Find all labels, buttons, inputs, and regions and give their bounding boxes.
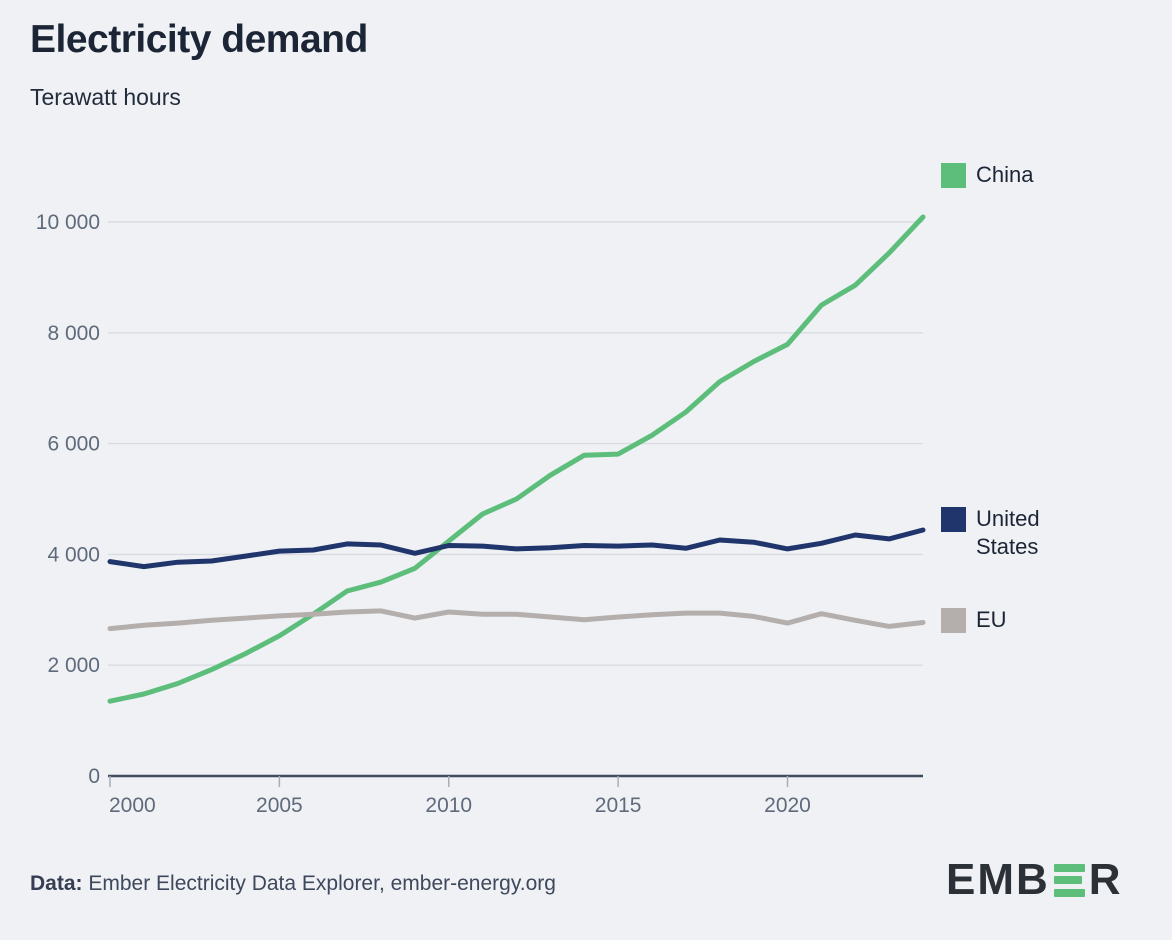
- x-tick-label: 2000: [109, 794, 156, 817]
- x-tick-label: 2010: [425, 794, 472, 817]
- y-tick-label: 4 000: [47, 543, 100, 566]
- y-tick-label: 0: [88, 765, 100, 788]
- x-tick-label: 2015: [595, 794, 642, 817]
- data-source-label: Data:: [30, 872, 83, 895]
- x-tick-label: 2020: [764, 794, 811, 817]
- legend-label-eu: EU: [976, 607, 1007, 632]
- ember-logo-text-left: EMB: [946, 855, 1050, 904]
- data-source-attribution: Data: Ember Electricity Data Explorer, e…: [30, 872, 556, 896]
- legend-item-eu: EU: [941, 606, 1007, 634]
- y-tick-label: 8 000: [47, 322, 100, 345]
- x-tick-label: 2005: [256, 794, 303, 817]
- series-line-eu: [107, 608, 926, 632]
- data-source-text: Ember Electricity Data Explorer, ember-e…: [82, 872, 556, 895]
- y-tick-label: 10 000: [36, 211, 100, 234]
- legend-swatch-eu: [941, 608, 966, 633]
- legend-swatch-china: [941, 163, 966, 188]
- y-tick-label: 6 000: [47, 433, 100, 456]
- page-title: Electricity demand: [30, 18, 368, 61]
- legend-item-united-states: United States: [941, 505, 1086, 560]
- ember-logo-text-right: R: [1088, 855, 1123, 904]
- ember-logo-green-e-icon: [1053, 863, 1085, 897]
- series-line-china: [107, 214, 926, 704]
- legend-swatch-united-states: [941, 507, 966, 532]
- ember-logo: EMB R: [946, 858, 1123, 902]
- chart-units-subtitle: Terawatt hours: [30, 84, 181, 110]
- legend-label-china: China: [976, 162, 1034, 187]
- legend-label-united-states: United States: [976, 506, 1040, 559]
- legend-item-china: China: [941, 161, 1033, 189]
- y-tick-label: 2 000: [47, 654, 100, 677]
- series-line-united-states: [107, 527, 926, 570]
